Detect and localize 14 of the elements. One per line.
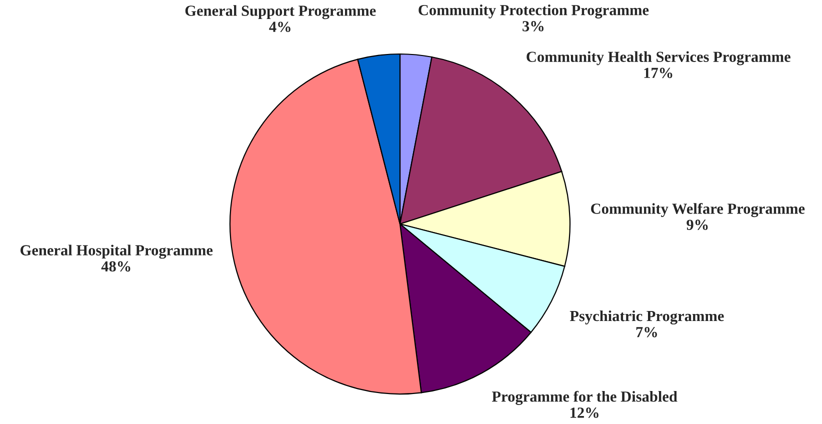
slice-label: General Support Programme (185, 5, 376, 20)
data-label: 48% (101, 261, 130, 272)
slice-label: Community Health Services Programme (526, 51, 790, 66)
data-label: 4% (269, 22, 290, 32)
data-label: 9% (686, 220, 708, 230)
data-label: 12% (570, 408, 598, 418)
slice-label: Programme for the Disabled (492, 390, 678, 405)
data-label: 7% (636, 326, 657, 338)
slice-label: Community Welfare Programme (591, 202, 805, 218)
data-label: 17% (644, 68, 672, 78)
slice-label: Community Protection Programme (418, 4, 649, 18)
data-label: 3% (522, 21, 544, 32)
slice-label: General Hospital Programme (20, 244, 213, 259)
slice-label: Psychiatric Programme (570, 310, 724, 324)
